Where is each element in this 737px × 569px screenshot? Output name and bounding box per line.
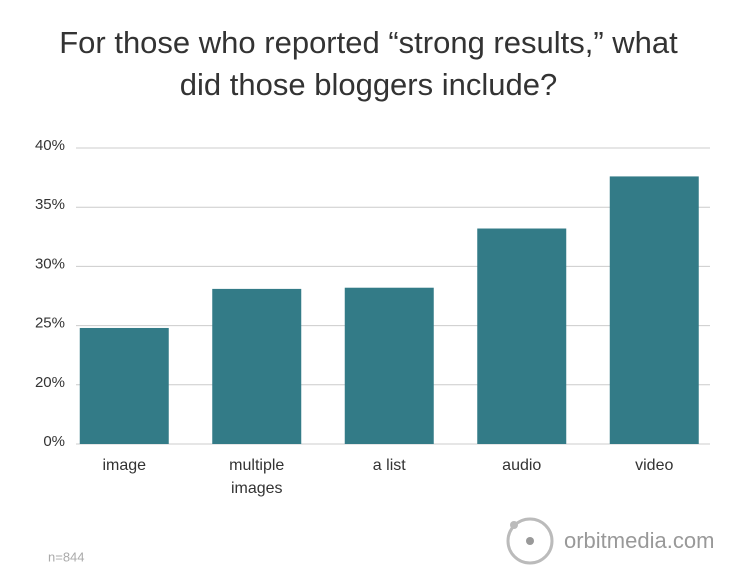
sample-note: n=844 [48, 549, 85, 564]
y-tick-label: 20% [35, 374, 65, 391]
bar [609, 176, 699, 444]
source-logo: orbitmedia.com [564, 528, 714, 553]
y-tick-label: 30% [35, 255, 65, 272]
x-tick-label: image [102, 457, 147, 474]
logo-ring [506, 517, 554, 565]
y-tick-label: 25% [35, 315, 65, 332]
bar [344, 287, 434, 444]
x-tick-label: video [635, 457, 674, 474]
x-tick-label: audio [502, 457, 542, 474]
x-tick-label: a list [372, 457, 406, 474]
y-tick-label: 35% [35, 196, 65, 213]
x-tick-label: multiple images [229, 457, 285, 497]
logo-dot [526, 537, 534, 545]
y-tick-label: 0% [43, 433, 65, 450]
y-tick-label: 40% [35, 137, 65, 154]
chart-title: For those who reported “strong results,”… [59, 25, 678, 102]
chart-title-box: For those who reported “strong results,”… [20, 22, 717, 106]
bar [79, 327, 169, 444]
bar [477, 228, 567, 444]
bar [212, 288, 302, 444]
logo-orbit [510, 521, 518, 529]
